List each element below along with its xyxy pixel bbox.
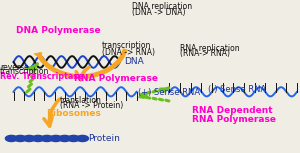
Text: (-) Sense RNA: (-) Sense RNA xyxy=(208,85,267,93)
Text: RNA replication: RNA replication xyxy=(180,45,240,53)
Text: RNA Dependent: RNA Dependent xyxy=(192,106,273,115)
Text: reverse: reverse xyxy=(0,63,29,72)
Circle shape xyxy=(23,135,35,142)
Text: transcription: transcription xyxy=(0,67,50,76)
Text: DNA: DNA xyxy=(124,57,144,66)
Text: RNA Polymerase: RNA Polymerase xyxy=(192,115,276,124)
Text: RNA Polymerase: RNA Polymerase xyxy=(74,74,158,83)
Text: DNA Polymerase: DNA Polymerase xyxy=(16,26,101,35)
Circle shape xyxy=(59,135,71,142)
Circle shape xyxy=(5,135,17,142)
Circle shape xyxy=(14,135,26,142)
Polygon shape xyxy=(139,94,148,98)
Text: Ribosomes: Ribosomes xyxy=(46,109,101,118)
Text: (DNA -> DNA): (DNA -> DNA) xyxy=(132,8,185,17)
Polygon shape xyxy=(26,65,35,71)
Text: (DNA -> RNA): (DNA -> RNA) xyxy=(102,48,155,56)
Text: Protein: Protein xyxy=(88,134,120,143)
Polygon shape xyxy=(160,88,170,92)
Circle shape xyxy=(50,135,62,142)
Text: translation: translation xyxy=(60,97,102,105)
Circle shape xyxy=(68,135,80,142)
Circle shape xyxy=(76,135,88,142)
Text: (RNA-> RNA): (RNA-> RNA) xyxy=(180,49,230,58)
Text: (RNA -> Protein): (RNA -> Protein) xyxy=(60,101,123,110)
Text: transcription: transcription xyxy=(102,41,152,50)
Text: Rev. Transcriptase: Rev. Transcriptase xyxy=(0,72,84,80)
Circle shape xyxy=(32,135,44,142)
Text: DNA replication: DNA replication xyxy=(132,2,192,11)
Polygon shape xyxy=(34,53,42,57)
Circle shape xyxy=(41,135,53,142)
Text: (+) Sense RNA: (+) Sense RNA xyxy=(138,88,200,97)
